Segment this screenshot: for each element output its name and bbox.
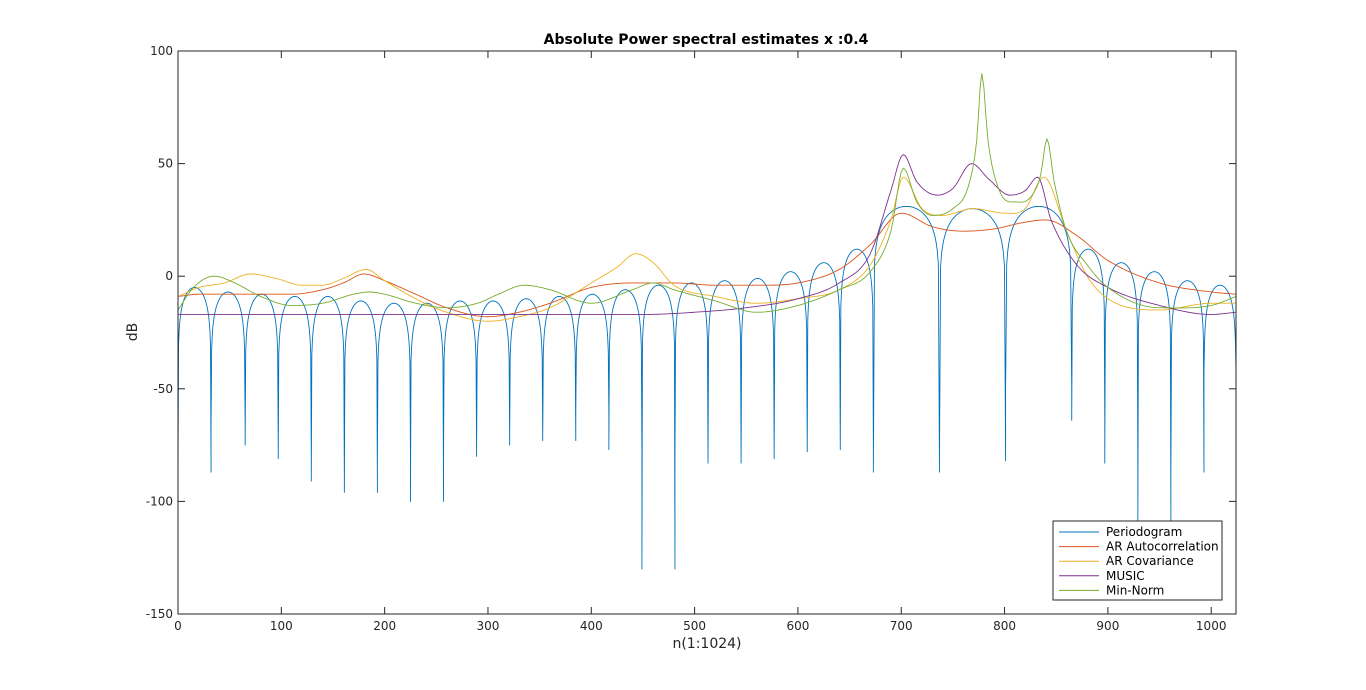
tick-layer: 0 100 200 300 400 500 600 700 800 900 1000-150-100…	[146, 44, 1236, 633]
legend-label-periodogram: Periodogram	[1106, 525, 1182, 539]
legend-label-music: MUSIC	[1106, 569, 1145, 583]
series-line-min-norm	[178, 73, 1236, 313]
legend-label-ar-autocorrelation: AR Autocorrelation	[1106, 540, 1219, 554]
plot-frame	[177, 50, 1237, 615]
legend-label-min-norm: Min-Norm	[1106, 583, 1164, 597]
chart-title: Absolute Power spectral estimates x :0.4	[544, 32, 869, 48]
series-line-periodogram	[178, 205, 1236, 570]
y-tick-label: -50	[153, 382, 173, 396]
y-axis-label: dB	[125, 323, 141, 342]
y-tick-label: -150	[146, 607, 173, 621]
series-line-ar-autocorrelation	[178, 212, 1236, 318]
y-tick-label: 50	[158, 157, 173, 171]
series-line-music	[178, 154, 1236, 315]
x-tick-label: 1000	[1196, 619, 1227, 633]
x-tick-label: 0	[174, 619, 182, 633]
legend-label-ar-covariance: AR Covariance	[1106, 554, 1194, 568]
y-tick-label: 100	[150, 44, 173, 58]
x-tick-label: 900	[1096, 619, 1119, 633]
series-layer	[178, 73, 1236, 570]
series-line-ar-covariance	[178, 176, 1236, 322]
x-tick-label: 800	[993, 619, 1016, 633]
legend-box	[1052, 520, 1223, 601]
y-tick-label: -100	[146, 494, 173, 508]
x-tick-label: 600	[786, 619, 809, 633]
x-tick-label: 500	[683, 619, 706, 633]
x-tick-label: 200	[373, 619, 396, 633]
x-tick-label: 400	[580, 619, 603, 633]
x-tick-label: 700	[890, 619, 913, 633]
x-axis-label: n(1:1024)	[672, 636, 741, 652]
y-tick-label: 0	[165, 269, 173, 283]
x-tick-label: 300	[477, 619, 500, 633]
x-tick-label: 100	[270, 619, 293, 633]
